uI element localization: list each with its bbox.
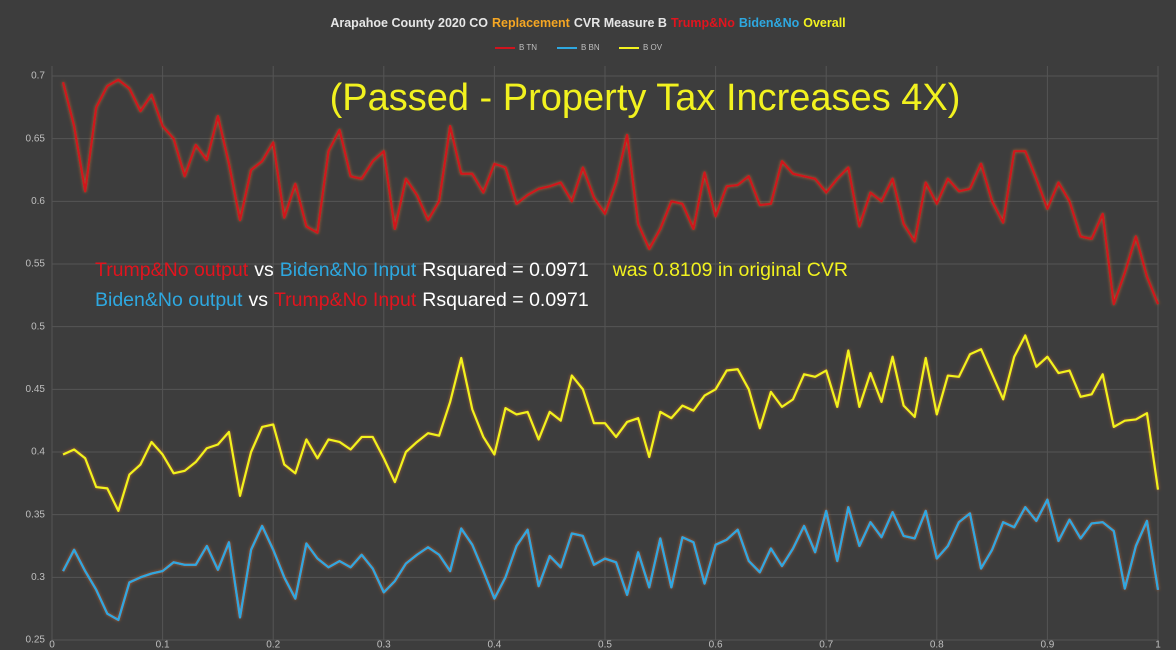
labels: 0.25 0.3 0.35 0.4 0.45 0.5 0.55 0.6 0.65 0.7 0 0.1 0…: [26, 16, 1162, 650]
series-line: [62, 334, 1160, 513]
x-tick-label: 0.8: [930, 640, 944, 650]
x-tick-label: 0.7: [819, 640, 833, 650]
x-tick-label: 0: [49, 640, 55, 650]
y-tick-label: 0.25: [26, 635, 46, 646]
title-part: Trump&No: [671, 16, 735, 30]
annotation-part: Biden&No Input: [280, 259, 417, 281]
y-tick-label: 0.3: [31, 572, 45, 583]
legend-label: B BN: [581, 43, 600, 52]
series-line: [61, 78, 1160, 306]
y-tick-label: 0.55: [26, 259, 46, 270]
annotation-part: (Passed - Property Tax Increases 4X): [330, 77, 961, 119]
title-part: CVR Measure B: [574, 16, 667, 30]
annotation-part: Rsquared = 0.0971: [422, 289, 588, 311]
y-tick-label: 0.4: [31, 447, 45, 458]
title-part: Overall: [803, 16, 845, 30]
annotation: (Passed - Property Tax Increases 4X): [330, 77, 961, 119]
annotation-part: vs: [248, 289, 268, 311]
annotation: Trump&No output vs Biden&No Input Rsquared …: [95, 259, 848, 281]
x-tick-label: 0.4: [487, 640, 501, 650]
y-tick-label: 0.45: [26, 384, 46, 395]
chart-title: Arapahoe County 2020 CO Replacement CVR Me…: [330, 16, 845, 30]
x-tick-label: 1: [1155, 640, 1161, 650]
legend-label: B TN: [519, 43, 537, 52]
title-part: Biden&No: [739, 16, 800, 30]
y-tick-label: 0.35: [26, 509, 46, 520]
title-part: Arapahoe County 2020 CO: [330, 16, 488, 30]
x-tick-label: 0.9: [1040, 640, 1054, 650]
annotation-part: Trump&No output: [95, 259, 249, 281]
title-part: Replacement: [492, 16, 571, 30]
y-tick-label: 0.65: [26, 133, 46, 144]
x-tick-label: 0.6: [709, 640, 723, 650]
annotation-part: Trump&No Input: [274, 289, 417, 311]
annotation-part: Rsquared = 0.0971: [422, 259, 588, 281]
annotation: Biden&No output vs Trump&No Input Rsquared …: [95, 289, 589, 311]
x-tick-label: 0.1: [156, 640, 170, 650]
y-tick-label: 0.7: [31, 71, 45, 82]
legend-label: B OV: [643, 43, 663, 52]
x-tick-label: 0.5: [598, 640, 612, 650]
x-tick-label: 0.2: [266, 640, 280, 650]
annotation-part: Biden&No output: [95, 289, 243, 311]
annotation-part: vs: [254, 259, 274, 281]
annotation-part: was 0.8109 in original CVR: [612, 259, 848, 281]
plot: [61, 78, 1160, 622]
series-line: [62, 498, 1160, 622]
y-tick-label: 0.6: [31, 196, 45, 207]
y-tick-label: 0.5: [31, 321, 45, 332]
x-tick-label: 0.3: [377, 640, 391, 650]
